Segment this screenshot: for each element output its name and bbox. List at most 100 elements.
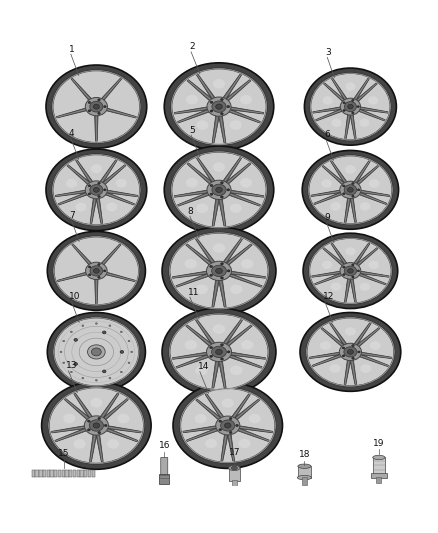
Polygon shape bbox=[103, 107, 136, 118]
Ellipse shape bbox=[98, 276, 100, 278]
Polygon shape bbox=[99, 244, 121, 266]
Ellipse shape bbox=[184, 340, 197, 350]
Text: 18: 18 bbox=[299, 450, 310, 459]
Ellipse shape bbox=[219, 429, 222, 431]
Polygon shape bbox=[76, 160, 94, 185]
Polygon shape bbox=[224, 80, 251, 102]
Polygon shape bbox=[353, 243, 370, 266]
Ellipse shape bbox=[368, 96, 378, 104]
Ellipse shape bbox=[300, 312, 401, 391]
Polygon shape bbox=[354, 248, 378, 268]
Polygon shape bbox=[222, 158, 242, 184]
Ellipse shape bbox=[93, 423, 99, 428]
Bar bbox=[65, 470, 69, 477]
Ellipse shape bbox=[344, 266, 357, 276]
Ellipse shape bbox=[344, 185, 357, 195]
Polygon shape bbox=[195, 320, 216, 346]
Polygon shape bbox=[222, 74, 242, 101]
Ellipse shape bbox=[74, 439, 86, 449]
Polygon shape bbox=[218, 197, 226, 226]
Text: 15: 15 bbox=[58, 449, 69, 458]
Ellipse shape bbox=[52, 70, 141, 143]
Ellipse shape bbox=[340, 98, 360, 115]
Ellipse shape bbox=[210, 355, 212, 358]
Polygon shape bbox=[196, 74, 216, 101]
Polygon shape bbox=[55, 190, 89, 197]
Ellipse shape bbox=[345, 327, 356, 336]
Polygon shape bbox=[344, 358, 351, 384]
Ellipse shape bbox=[71, 371, 72, 373]
Polygon shape bbox=[52, 425, 88, 433]
Ellipse shape bbox=[240, 95, 252, 104]
Ellipse shape bbox=[348, 269, 353, 273]
Ellipse shape bbox=[230, 285, 243, 294]
Ellipse shape bbox=[230, 366, 243, 375]
Ellipse shape bbox=[303, 233, 398, 309]
Ellipse shape bbox=[63, 362, 65, 364]
Ellipse shape bbox=[219, 420, 222, 422]
Polygon shape bbox=[212, 114, 220, 143]
Ellipse shape bbox=[210, 101, 213, 103]
Ellipse shape bbox=[47, 312, 145, 391]
Ellipse shape bbox=[309, 156, 392, 224]
Ellipse shape bbox=[194, 414, 207, 423]
Polygon shape bbox=[357, 353, 389, 367]
Ellipse shape bbox=[90, 398, 102, 408]
Ellipse shape bbox=[109, 325, 111, 327]
Ellipse shape bbox=[347, 188, 353, 192]
Ellipse shape bbox=[229, 465, 240, 471]
Ellipse shape bbox=[89, 420, 103, 431]
Polygon shape bbox=[95, 432, 103, 462]
Polygon shape bbox=[224, 163, 251, 186]
Ellipse shape bbox=[357, 106, 359, 108]
Ellipse shape bbox=[98, 263, 100, 265]
Ellipse shape bbox=[50, 177, 143, 198]
Ellipse shape bbox=[344, 102, 357, 111]
Ellipse shape bbox=[352, 195, 354, 197]
Ellipse shape bbox=[345, 247, 356, 255]
Ellipse shape bbox=[308, 95, 393, 115]
Ellipse shape bbox=[171, 151, 267, 229]
Ellipse shape bbox=[162, 308, 276, 395]
Polygon shape bbox=[104, 190, 138, 197]
Polygon shape bbox=[323, 248, 346, 268]
Polygon shape bbox=[228, 352, 265, 359]
Bar bbox=[58, 470, 61, 477]
Ellipse shape bbox=[93, 104, 99, 109]
Ellipse shape bbox=[88, 110, 91, 112]
Ellipse shape bbox=[186, 95, 198, 104]
Ellipse shape bbox=[88, 429, 90, 431]
Polygon shape bbox=[177, 108, 212, 123]
Ellipse shape bbox=[53, 236, 140, 305]
Text: 2: 2 bbox=[189, 43, 194, 52]
Ellipse shape bbox=[360, 282, 370, 291]
Polygon shape bbox=[357, 271, 389, 277]
Ellipse shape bbox=[51, 340, 141, 360]
Ellipse shape bbox=[60, 351, 62, 353]
Polygon shape bbox=[99, 393, 119, 420]
Ellipse shape bbox=[345, 82, 356, 91]
Ellipse shape bbox=[369, 179, 380, 188]
Ellipse shape bbox=[104, 424, 107, 426]
Ellipse shape bbox=[373, 455, 385, 459]
Ellipse shape bbox=[343, 109, 345, 111]
Ellipse shape bbox=[298, 464, 311, 469]
Text: 8: 8 bbox=[187, 207, 194, 216]
Ellipse shape bbox=[210, 110, 213, 112]
Ellipse shape bbox=[306, 317, 395, 386]
Ellipse shape bbox=[120, 351, 124, 353]
Ellipse shape bbox=[180, 387, 276, 463]
Polygon shape bbox=[183, 425, 219, 433]
Ellipse shape bbox=[88, 420, 90, 422]
Polygon shape bbox=[353, 78, 369, 102]
Bar bbox=[43, 470, 46, 477]
Polygon shape bbox=[235, 427, 269, 441]
Ellipse shape bbox=[172, 69, 266, 144]
Ellipse shape bbox=[170, 314, 268, 390]
Text: 12: 12 bbox=[323, 292, 334, 301]
Ellipse shape bbox=[329, 364, 341, 373]
Ellipse shape bbox=[95, 379, 97, 381]
Polygon shape bbox=[314, 272, 344, 285]
Polygon shape bbox=[101, 165, 126, 186]
Ellipse shape bbox=[170, 233, 268, 309]
